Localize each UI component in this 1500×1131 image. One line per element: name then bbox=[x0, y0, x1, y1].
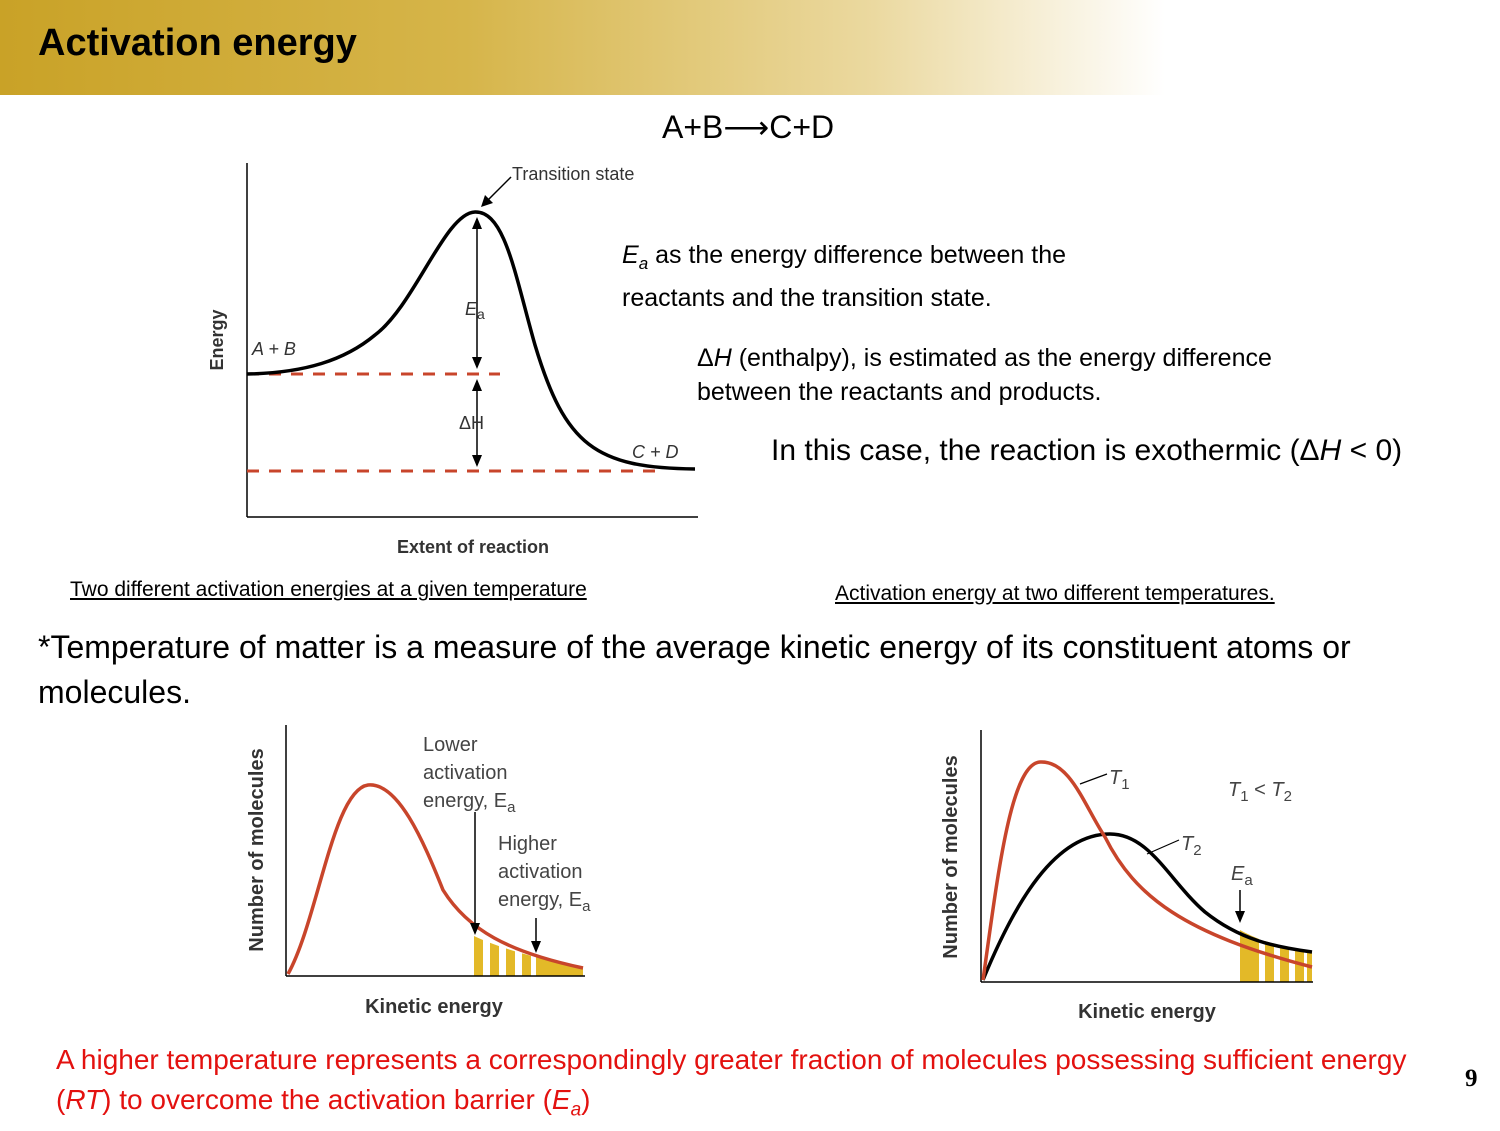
t2-curve bbox=[981, 832, 1313, 981]
dh-arrow-head-down bbox=[472, 455, 482, 467]
t2-label: T2 bbox=[1181, 833, 1202, 859]
transition-state-pointer bbox=[484, 176, 512, 204]
two-activation-energies-diagram: Lower activation energy, Ea Higher activ… bbox=[246, 725, 591, 1018]
y-axis-label: Energy bbox=[207, 309, 227, 370]
title-bar bbox=[0, 0, 1165, 95]
distribution-curve bbox=[286, 783, 584, 975]
higher-ea-label-1: Higher bbox=[498, 833, 557, 855]
t1-curve bbox=[981, 760, 1313, 981]
x-axis-label: Kinetic energy bbox=[1078, 1001, 1217, 1023]
lower-ea-fill bbox=[474, 936, 583, 976]
lower-ea-label-3: energy, Ea bbox=[423, 790, 516, 816]
dh-arrow-head-up bbox=[472, 379, 482, 391]
exothermic-note: In this case, the reaction is exothermic… bbox=[771, 434, 1403, 467]
x-axis-label: Extent of reaction bbox=[397, 537, 549, 557]
caption-right: Activation energy at two different tempe… bbox=[835, 582, 1275, 605]
t2-pointer bbox=[1146, 839, 1180, 855]
transition-state-label: Transition state bbox=[512, 164, 634, 184]
higher-ea-arrow-head bbox=[531, 941, 541, 953]
ea-arrow-head-up bbox=[472, 217, 482, 229]
lower-ea-arrow-head bbox=[470, 923, 480, 935]
higher-ea-label-3: energy, Ea bbox=[498, 889, 591, 915]
temperature-note: *Temperature of matter is a measure of t… bbox=[38, 629, 1351, 710]
page-number: 9 bbox=[1465, 1065, 1478, 1092]
ea-arrow-head bbox=[1235, 911, 1245, 923]
caption-left: Two different activation energies at a g… bbox=[70, 578, 587, 601]
t1-pointer bbox=[1079, 773, 1108, 785]
temperature-relation: T1 < T2 bbox=[1228, 779, 1292, 805]
ea-label: Ea bbox=[465, 299, 485, 322]
lower-ea-label-2: activation bbox=[423, 762, 508, 784]
dh-label: ΔH bbox=[459, 413, 484, 433]
reaction-equation: A+B⟶C+D bbox=[662, 109, 835, 145]
ea-arrow-head-down bbox=[472, 357, 482, 369]
products-label: C + D bbox=[632, 442, 679, 462]
transition-state-pointer-head bbox=[481, 195, 493, 207]
reaction-curve bbox=[246, 210, 696, 471]
slide-title: Activation energy bbox=[38, 22, 357, 64]
x-axis-label: Kinetic energy bbox=[365, 996, 504, 1018]
y-axis-label: Number of molecules bbox=[940, 755, 962, 958]
lower-ea-label-1: Lower bbox=[423, 734, 478, 756]
ea-label: Ea bbox=[1231, 863, 1253, 889]
energy-profile-diagram: Transition state Ea ΔH A + B C + D Exten… bbox=[207, 163, 698, 557]
t1-label: T1 bbox=[1109, 767, 1130, 793]
two-temperatures-diagram: T1 T2 T1 < T2 Ea Kinetic energy Number o… bbox=[940, 730, 1313, 1023]
y-axis-label: Number of molecules bbox=[246, 748, 268, 951]
higher-ea-label-2: activation bbox=[498, 861, 583, 883]
dh-definition: ΔH (enthalpy), is estimated as the energ… bbox=[697, 344, 1272, 406]
ea-definition: Ea as the energy difference between the … bbox=[622, 241, 1067, 312]
conclusion-text: A higher temperature represents a corres… bbox=[56, 1044, 1407, 1121]
reactants-label: A + B bbox=[251, 339, 296, 359]
